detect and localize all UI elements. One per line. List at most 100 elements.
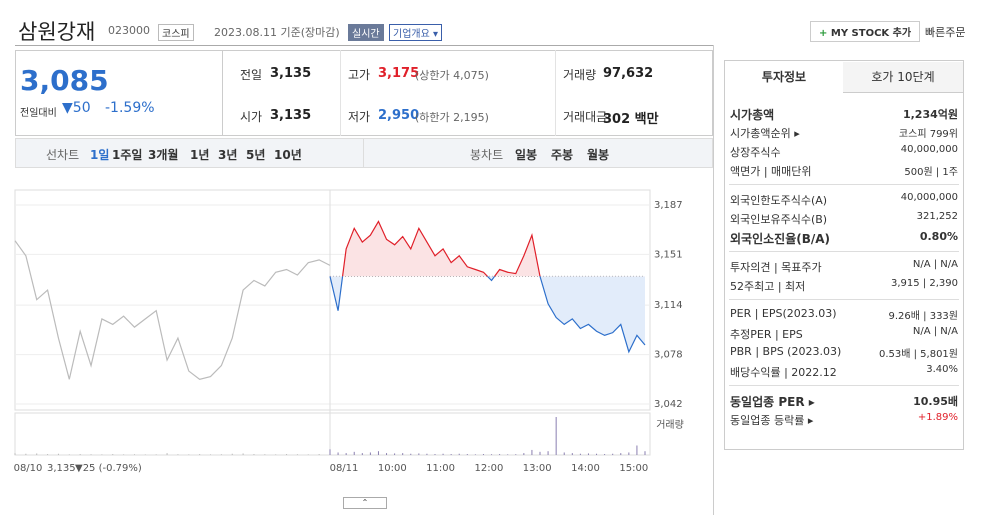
date: 2023.08.11 기준(장마감): [214, 26, 340, 39]
info-label: 동일업종 등락률 ▸: [730, 414, 814, 427]
info-value: +1.89%: [917, 412, 958, 423]
x-tick-label: 08/10: [14, 463, 43, 474]
volume-bar: [264, 454, 266, 455]
info-label: 52주최고 | 최저: [730, 280, 806, 293]
volume-bar: [199, 454, 201, 455]
stock-code: 023000: [108, 24, 150, 37]
volume-bar: [155, 454, 157, 455]
info-value: 3,915 | 2,390: [891, 278, 958, 289]
volume-bar: [25, 453, 27, 455]
x-tick-label: 12:00: [474, 463, 503, 474]
info-value: N/A | N/A: [912, 259, 958, 270]
panel-tab[interactable]: 투자정보: [725, 62, 844, 92]
volume-bar: [133, 454, 135, 455]
panel-sep: [729, 251, 959, 252]
info-panel: [724, 60, 964, 450]
candle-tab[interactable]: 일봉: [515, 148, 538, 162]
period-tab[interactable]: 3년: [218, 148, 238, 162]
current-price: 3,085: [20, 64, 109, 97]
volume-bar: [466, 454, 468, 455]
volume-bar: [231, 453, 233, 455]
volume-bar: [112, 454, 114, 455]
info-label: 액면가 | 매매단위: [730, 165, 812, 178]
info-value: 40,000,000: [900, 192, 958, 203]
volume-bar: [442, 453, 444, 455]
quick-order[interactable]: 빠른주문: [925, 26, 966, 39]
quote-value: 3,135: [270, 66, 312, 81]
volume-bar: [531, 449, 533, 455]
volume-bar: [14, 453, 16, 455]
volume-bar: [337, 452, 339, 455]
info-value: 3.40%: [926, 364, 958, 375]
volume-bar: [587, 453, 589, 455]
volume-bar: [90, 454, 92, 455]
candle-tab[interactable]: 주봉: [551, 148, 574, 162]
volume-bar: [410, 453, 412, 455]
info-label: 배당수익률 | 2022.12: [730, 366, 837, 379]
volume-bar: [604, 454, 606, 455]
x-tick-label: 11:00: [426, 463, 455, 474]
volume-bar: [188, 454, 190, 455]
period-tab[interactable]: 1일: [90, 148, 110, 162]
divider: [713, 45, 714, 515]
volume-bar: [47, 454, 49, 455]
volume-bar: [628, 452, 630, 455]
info-label: 외국인소진율(B/A): [730, 232, 831, 246]
volume-bar: [210, 454, 212, 455]
period-tab[interactable]: 1년: [190, 148, 210, 162]
quote-sep: [340, 50, 341, 136]
volume-bar: [361, 453, 363, 455]
volume-bar: [79, 454, 81, 455]
y-tick-label: 3,078: [654, 350, 683, 361]
candle-tab[interactable]: 월봉: [587, 148, 610, 162]
realtime[interactable]: 실시간: [348, 24, 384, 41]
volume-bar: [636, 445, 638, 455]
volume-bar: [644, 451, 646, 455]
volume-bar: [369, 452, 371, 455]
overview[interactable]: 기업개요 ▾: [389, 24, 442, 41]
change-value: 50: [72, 100, 91, 116]
plot-frame: [14, 189, 651, 411]
volume-bar: [275, 454, 277, 455]
volume-bar: [539, 451, 541, 455]
volume-bar: [177, 454, 179, 455]
period-tab[interactable]: 5년: [246, 148, 266, 162]
quote-value: 3,135: [270, 108, 312, 123]
change: ▼50: [62, 100, 91, 116]
period-tab[interactable]: 3개월: [148, 148, 179, 162]
today-line-up: [330, 220, 541, 277]
volume-bar: [101, 454, 103, 455]
quote-box: [222, 50, 713, 136]
volume-bar: [555, 417, 557, 455]
volume-bar: [57, 453, 59, 455]
tab-label: 봉차트: [470, 148, 504, 162]
volume-frame: [14, 412, 651, 456]
y-tick-label: 3,114: [654, 300, 683, 311]
volume-bar: [434, 454, 436, 455]
prev-close: 3,135: [47, 463, 76, 474]
volume-bar: [329, 449, 331, 455]
stock-name: 삼원강재: [18, 20, 96, 44]
collapse-btn[interactable]: ⌃: [343, 497, 387, 509]
period-tab[interactable]: 1주일: [112, 148, 143, 162]
volume-bar: [547, 451, 549, 455]
tab-bar: [15, 138, 713, 168]
volume-bar: [36, 453, 38, 455]
area-up: [342, 221, 540, 277]
info-label: 시가총액: [730, 108, 775, 122]
volume-bar: [123, 454, 125, 455]
mystock-btn[interactable]: + MY STOCK 추가: [810, 21, 921, 42]
y-tick-label: 3,042: [654, 399, 683, 410]
volume-legend: 거래량: [656, 419, 684, 431]
volume-bar: [296, 454, 298, 455]
period-tab[interactable]: 10년: [274, 148, 302, 162]
volume-bar: [523, 453, 525, 455]
chart: 3,187 3,151 3,114 3,078 3,042 거래량 08/10 08/11 10…: [14, 189, 684, 474]
change-pct: -1.59%: [105, 100, 155, 116]
panel-tab[interactable]: 호가 10단계: [843, 62, 963, 93]
info-value: 코스피 799위: [898, 129, 958, 140]
volume-bar: [386, 453, 388, 455]
volume-bar: [571, 453, 573, 455]
prev-day-line: [14, 240, 331, 380]
info-value: 0.80%: [919, 230, 958, 243]
